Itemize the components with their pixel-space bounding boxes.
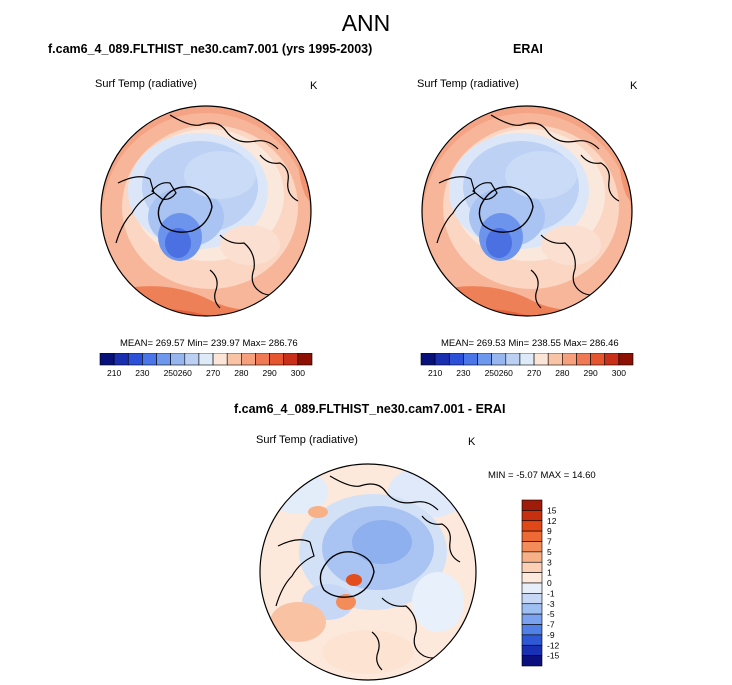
colorbar-swatch [521,572,543,584]
colorbar-tick-label: -7 [547,620,555,630]
polar-map-reference [421,105,633,317]
colorbar-swatch [604,353,620,366]
colorbar-tick-label: 300 [291,368,305,378]
colorbar-tick-label: 3 [547,557,552,567]
stats-text: MIN = -5.07 MAX = 14.60 [488,470,596,481]
colorbar-tick-label: 270 [527,368,541,378]
colorbar-tick-label: -12 [547,640,560,650]
colorbar-swatch [226,353,242,366]
colorbar-swatch [127,353,143,366]
colorbar-tick-label: 280 [234,368,248,378]
colorbar-swatch [156,353,171,366]
panel-title: f.cam6_4_089.FLTHIST_ne30.cam7.001 - ERA… [234,402,506,416]
colorbar-swatch [448,353,464,366]
colorbar-tick-label: -1 [547,588,555,598]
variable-label: Surf Temp (radiative) [417,78,519,90]
colorbar-tick-label: 7 [547,537,552,547]
colorbar-tick-label: 210 [107,368,121,378]
colorbar-swatch [184,353,200,366]
colorbar-tick-label: 1 [547,568,552,578]
colorbar-tick-label: 0 [547,578,552,588]
colorbar-swatch [113,353,129,366]
colorbar-tick-label: 210 [428,368,442,378]
units-label: K [630,80,638,92]
colorbar-swatch [198,353,214,366]
colorbar-swatch [99,353,115,366]
colorbar-swatch [533,353,549,366]
colorbar-swatch [521,510,543,522]
colorbar-swatch [283,353,299,366]
colorbar-tick-label: 290 [263,368,277,378]
colorbar: 210 230 250 260 270 280 290 300 [99,353,313,378]
colorbar-swatch [212,353,228,366]
colorbar-swatch [420,353,436,366]
colorbar-tick-label: 230 [135,368,149,378]
colorbar-swatch [521,520,543,532]
colorbar-swatch [562,353,577,366]
colorbar-swatch [269,353,285,366]
colorbar-swatch [521,551,543,563]
colorbar-tick-label: -3 [547,599,555,609]
variable-label: Surf Temp (radiative) [256,434,358,446]
colorbar-swatch [297,353,313,366]
colorbar-tick-label: -5 [547,609,555,619]
polar-map-difference [259,463,477,681]
colorbar-tick-label: 290 [584,368,598,378]
colorbar: 210 230 250 260 270 280 290 300 [420,353,634,378]
colorbar-swatch [463,353,478,366]
colorbar-tick-label: 270 [206,368,220,378]
colorbar-tick-label: 5 [547,547,552,557]
colorbar-swatch [521,624,543,636]
colorbar-swatch [521,561,543,573]
colorbar-swatch [505,353,521,366]
colorbar-swatch [491,353,507,366]
stats-text: MEAN= 269.57 Min= 239.97 Max= 286.76 [120,338,298,349]
variable-label: Surf Temp (radiative) [95,78,197,90]
colorbar-tick-label: 230 [456,368,470,378]
colorbar-tick-label: 250 [164,368,178,378]
stats-text: MEAN= 269.53 Min= 238.55 Max= 286.46 [441,338,619,349]
units-label: K [468,436,476,448]
colorbar-tick-label: 280 [555,368,569,378]
colorbar-swatch [477,353,492,366]
colorbar-tick-label: 300 [612,368,626,378]
colorbar-tick-label: 260 [178,368,192,378]
colorbar-swatch [547,353,563,366]
colorbar-swatch [521,582,543,594]
colorbar-swatch [521,593,543,605]
colorbar-swatch [521,655,543,667]
colorbar-tick-label: 260 [499,368,513,378]
colorbar-swatch [521,613,543,625]
colorbar-swatch [142,353,157,366]
colorbar-swatch [521,603,543,615]
colorbar-swatch [521,530,543,542]
colorbar-swatch [618,353,634,366]
units-label: K [310,80,318,92]
colorbar-swatch [521,644,543,656]
colorbar-tick-label: 9 [547,526,552,536]
colorbar-tick-label: 15 [547,505,557,515]
colorbar-swatch [170,353,186,366]
polar-map-model [100,105,312,317]
colorbar-swatch [255,353,270,366]
colorbar-swatch [576,353,591,366]
colorbar-swatch [590,353,606,366]
colorbar-swatch [521,634,543,646]
figure-title: ANN [341,10,391,36]
panel-title: f.cam6_4_089.FLTHIST_ne30.cam7.001 (yrs … [48,42,373,56]
colorbar-tick-label: -15 [547,651,560,661]
colorbar-swatch [434,353,450,366]
colorbar-swatch [521,499,543,511]
colorbar-tick-label: 12 [547,516,557,526]
colorbar-tick-label: -9 [547,630,555,640]
colorbar-swatch [519,353,535,366]
colorbar-swatch [521,541,543,553]
colorbar-swatch [241,353,256,366]
panel-title: ERAI [513,42,543,56]
colorbar-tick-label: 250 [485,368,499,378]
